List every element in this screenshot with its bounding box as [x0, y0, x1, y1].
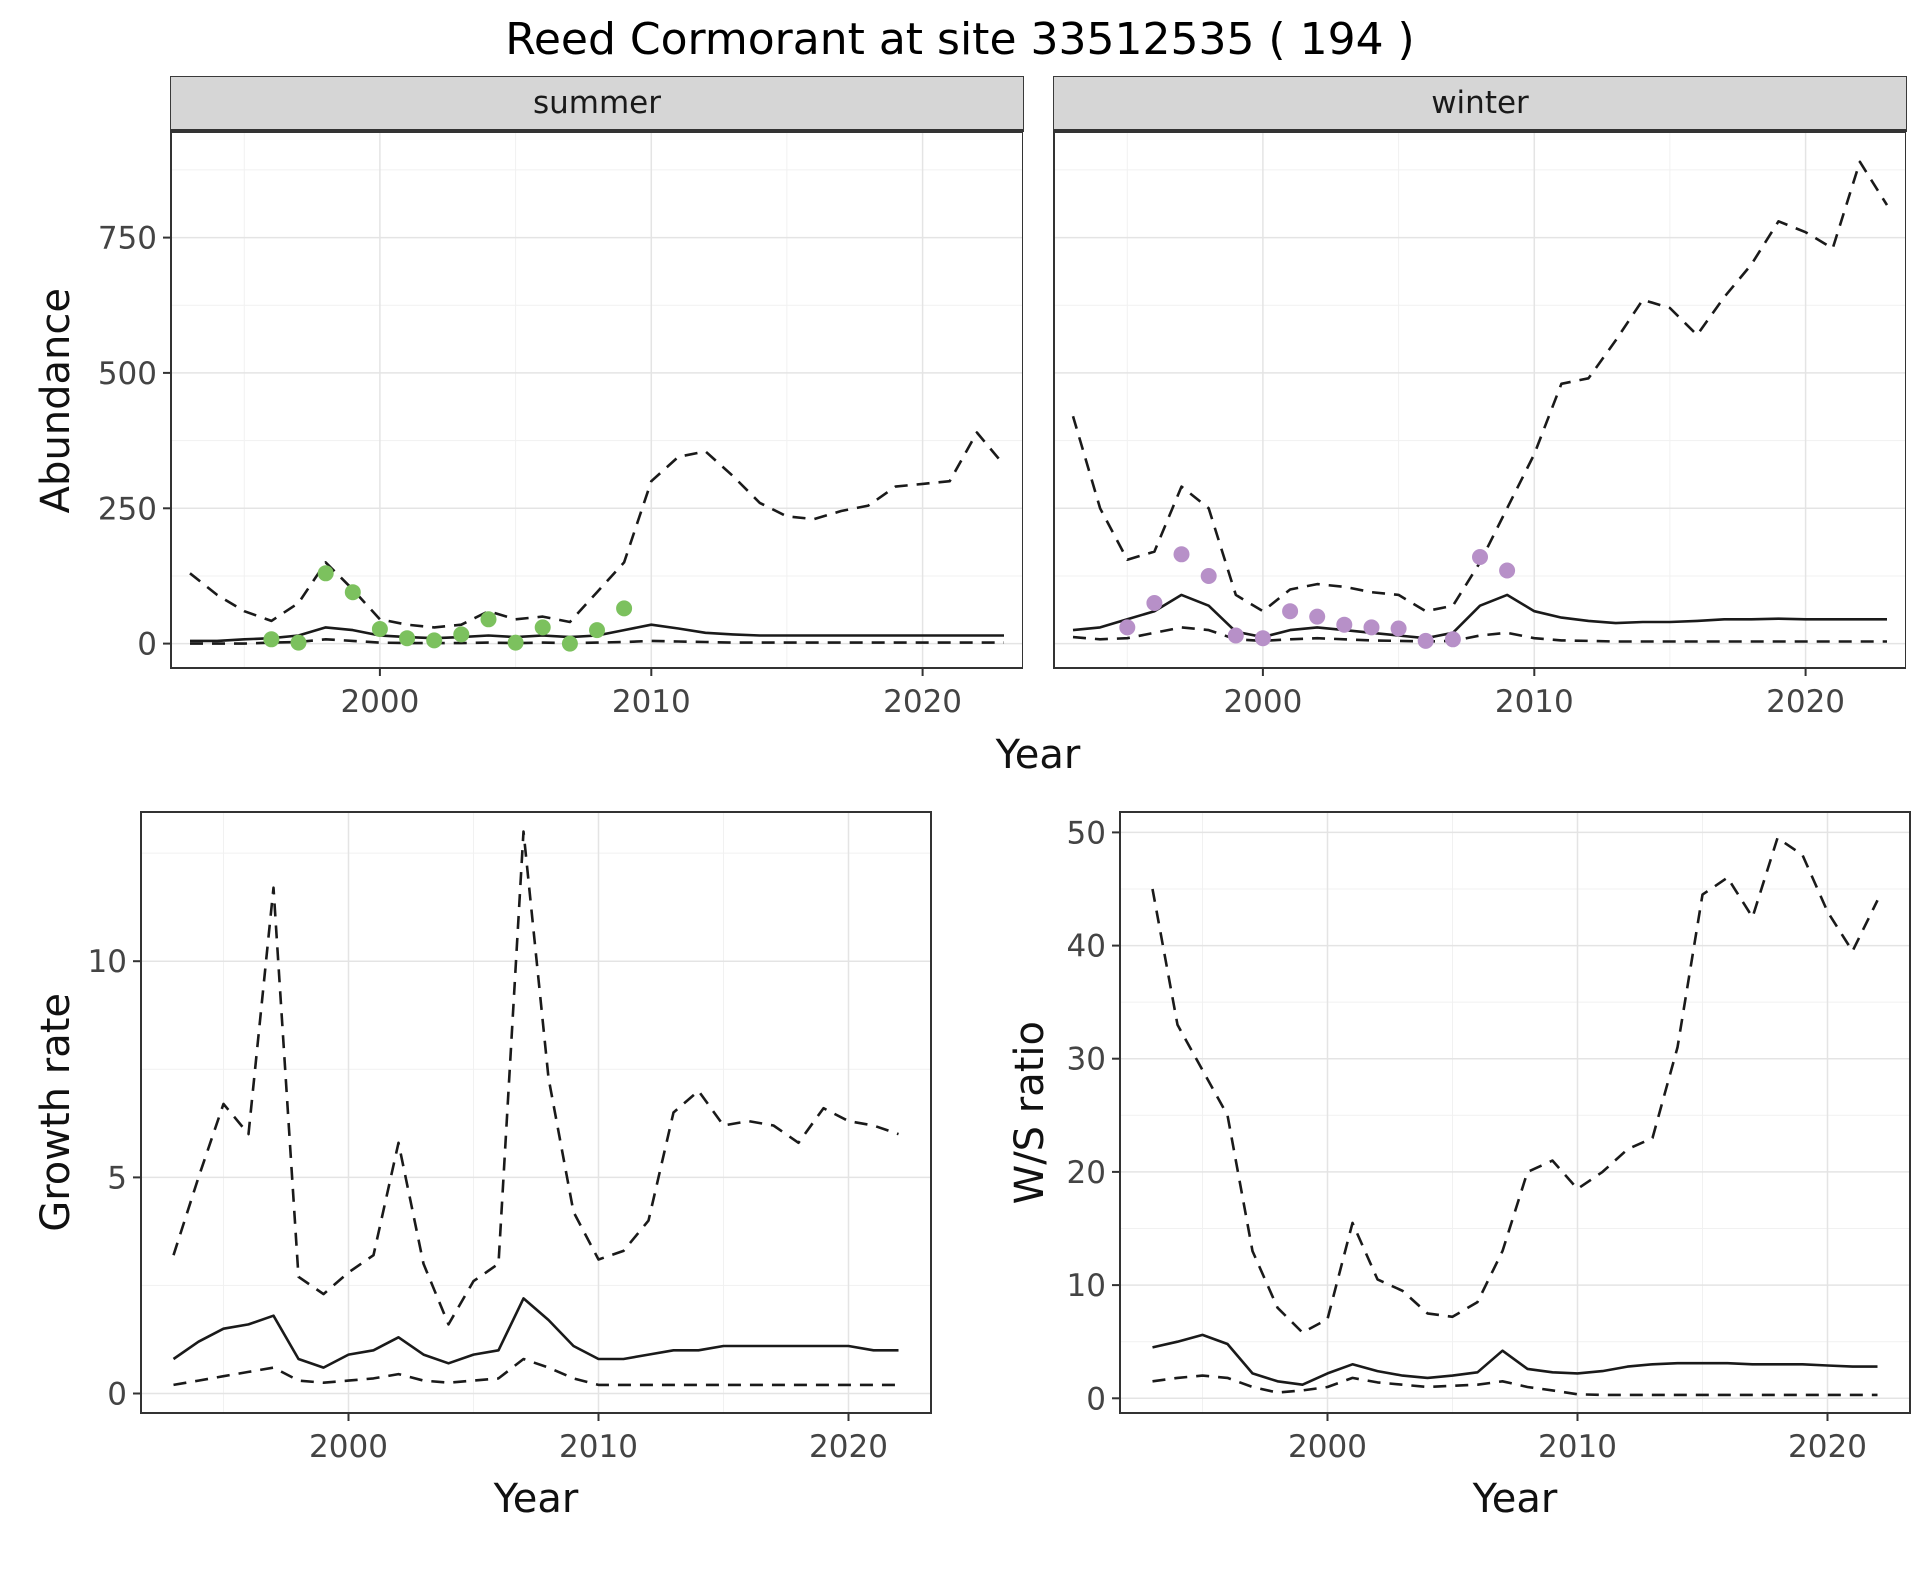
svg-text:2000: 2000: [309, 1429, 388, 1465]
bottom-row: Growth rate 2000 2010 2020 0 5 10 Year W/S ra…: [26, 804, 1920, 1527]
svg-text:40: 40: [1067, 929, 1106, 965]
abundance-row: Abundance summer 2000 2010 2020 0 250 500 750 …: [26, 76, 1920, 730]
figure-title: Reed Cormorant at site 33512535 ( 194 ): [505, 14, 1415, 65]
facet-strip-summer: summer: [170, 76, 1024, 132]
growth-rate-chart: 2000 2010 2020 0 5 10: [86, 804, 933, 1475]
svg-text:5: 5: [107, 1160, 127, 1196]
abundance-axis-label-wrap: Abundance: [26, 76, 86, 726]
ws-ratio-axis-label-wrap: W/S ratio: [1000, 804, 1060, 1421]
svg-text:50: 50: [1067, 815, 1106, 851]
svg-text:20: 20: [1067, 1155, 1106, 1191]
figure-root: Reed Cormorant at site 33512535 ( 194 ) …: [0, 14, 1920, 1527]
growth-rate-axis-label: Growth rate: [33, 993, 79, 1232]
svg-text:0: 0: [1086, 1381, 1106, 1417]
year-axis-label-ws: Year: [1472, 1476, 1558, 1522]
svg-text:250: 250: [98, 491, 157, 527]
svg-text:0: 0: [107, 1377, 127, 1413]
growth-rate-axis-label-wrap: Growth rate: [26, 804, 86, 1421]
svg-text:2020: 2020: [1766, 684, 1845, 720]
svg-text:0: 0: [137, 627, 157, 663]
svg-text:10: 10: [88, 944, 127, 980]
ws-ratio-block: 2000 2010 2020 0 10 20 30 40 50 Year: [1060, 804, 1912, 1527]
growth-rate-block: 2000 2010 2020 0 5 10 Year: [86, 804, 933, 1527]
svg-text:2020: 2020: [809, 1429, 888, 1465]
svg-text:2010: 2010: [1495, 684, 1574, 720]
svg-text:2000: 2000: [1288, 1429, 1367, 1465]
svg-text:2010: 2010: [559, 1429, 638, 1465]
ws-ratio-axis-label: W/S ratio: [1007, 1020, 1053, 1205]
facet-strip-winter: winter: [1053, 76, 1907, 132]
abundance-axis-label: Abundance: [33, 288, 79, 514]
panel-winter: winter 2000 2010 2020: [1024, 76, 1907, 730]
year-axis-label-top: Year: [995, 732, 1081, 778]
svg-text:30: 30: [1067, 1042, 1106, 1078]
panel-summer: summer 2000 2010 2020 0 250 500 750: [86, 76, 1024, 730]
svg-text:2010: 2010: [1538, 1429, 1617, 1465]
svg-text:10: 10: [1067, 1268, 1106, 1304]
svg-text:2000: 2000: [1223, 684, 1302, 720]
year-axis-label-growth: Year: [493, 1476, 579, 1522]
svg-text:2020: 2020: [1788, 1429, 1867, 1465]
ws-ratio-chart: 2000 2010 2020 0 10 20 30 40 50: [1060, 804, 1912, 1475]
svg-text:2020: 2020: [883, 684, 962, 720]
abundance-winter-chart: 2000 2010 2020: [1024, 131, 1907, 730]
abundance-summer-chart: 2000 2010 2020 0 250 500 750: [86, 131, 1024, 730]
svg-text:2000: 2000: [340, 684, 419, 720]
svg-text:750: 750: [98, 221, 157, 257]
svg-text:500: 500: [98, 356, 157, 392]
svg-text:2010: 2010: [612, 684, 691, 720]
